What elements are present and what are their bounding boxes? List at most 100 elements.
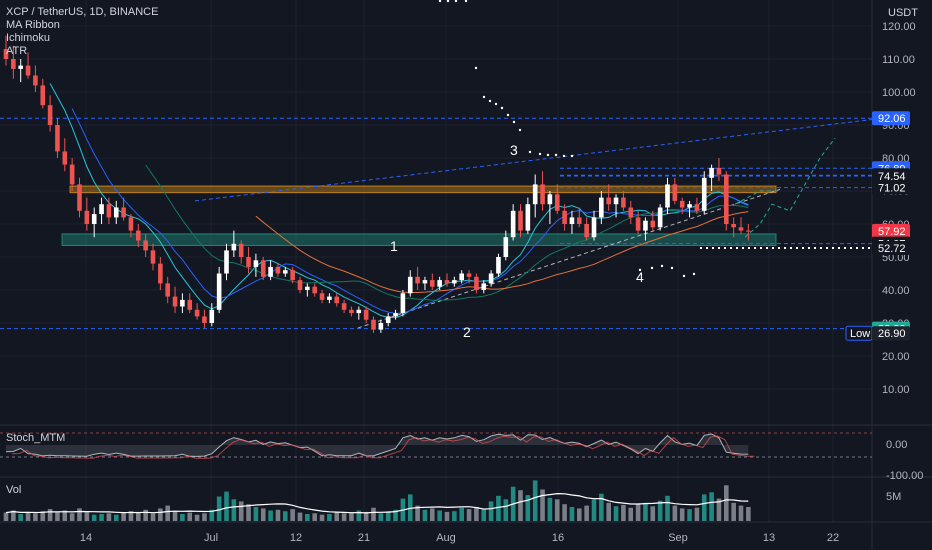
- volume-bar: [525, 495, 531, 521]
- volume-bar: [99, 514, 104, 521]
- candle-body: [25, 65, 31, 76]
- candle-body: [246, 257, 251, 267]
- candle-body: [33, 75, 38, 86]
- candle-body: [569, 217, 575, 224]
- ichimoku-dot: [670, 266, 674, 270]
- candle-body: [18, 65, 23, 69]
- candle-body: [716, 167, 722, 175]
- volume-bar: [385, 511, 391, 521]
- candle-body: [334, 296, 340, 304]
- volume-bar: [584, 505, 589, 521]
- volume-bar: [628, 507, 634, 521]
- candle-body: [393, 313, 398, 317]
- candle-body: [238, 243, 244, 257]
- volume-bar: [481, 509, 487, 521]
- volume-bar: [62, 510, 68, 521]
- candle-body: [158, 263, 163, 284]
- volume-bar: [621, 504, 626, 521]
- indicator-ma-ribbon[interactable]: MA Ribbon: [6, 19, 60, 31]
- volume-bar: [33, 513, 38, 521]
- candle-body: [327, 296, 332, 300]
- ichimoku-dot: [692, 272, 696, 276]
- volume-bar: [591, 499, 597, 521]
- time-tick-label: 22: [827, 532, 839, 544]
- candle-body: [503, 237, 509, 257]
- ichimoku-dot: [500, 106, 504, 110]
- candle-body: [84, 210, 90, 224]
- candle-body: [305, 286, 310, 290]
- candle-body: [738, 227, 744, 231]
- volume-bar: [334, 511, 340, 521]
- ichimoku-dot: [488, 99, 492, 103]
- candle-body: [128, 217, 134, 231]
- volume-bar: [209, 509, 215, 521]
- volume-bar: [312, 513, 317, 521]
- volume-bar: [283, 511, 288, 521]
- volume-bar: [554, 499, 560, 521]
- ichimoku-dot: [446, 0, 450, 3]
- candle-body: [415, 276, 420, 284]
- ma-blue-line: [71, 108, 749, 314]
- volume-bar: [172, 511, 178, 521]
- stoch-tick-label: 0.00: [886, 439, 907, 451]
- indicator-ichimoku[interactable]: Ichimoku: [6, 32, 51, 44]
- price-tick-label: 40.00: [882, 285, 910, 297]
- ichimoku-dot: [682, 274, 686, 278]
- indicator-atr[interactable]: ATR: [6, 45, 28, 57]
- candle-body: [378, 323, 384, 330]
- ma-orange-line: [255, 211, 749, 293]
- chart-legend: XCP / TetherUS, 1D, BINANCE MA Ribbon Ic…: [6, 6, 158, 58]
- ichimoku-dot: [494, 102, 498, 106]
- price-tick-label: 100.00: [882, 87, 916, 99]
- price-tag: [872, 111, 910, 126]
- volume-bar: [69, 513, 75, 521]
- candle-body: [341, 303, 347, 310]
- candle-body: [496, 257, 501, 274]
- volume-bar: [349, 512, 354, 521]
- candle-body: [143, 240, 148, 251]
- volume-bar: [562, 504, 567, 521]
- volume-bar: [246, 504, 251, 521]
- candle-body: [724, 174, 729, 224]
- volume-bar: [657, 500, 663, 521]
- symbol-title[interactable]: XCP / TetherUS, 1D, BINANCE: [6, 6, 159, 18]
- volume-bar: [113, 514, 119, 521]
- candle-body: [400, 293, 406, 314]
- candle-body: [444, 280, 450, 284]
- zone-support: [61, 233, 777, 246]
- volume-bar: [319, 514, 325, 521]
- volume-bar: [459, 507, 464, 521]
- volume-bar: [165, 505, 170, 521]
- candle-body: [474, 276, 479, 290]
- volume-bar: [599, 493, 604, 521]
- volume-bar: [25, 511, 31, 521]
- volume-bar: [77, 508, 82, 521]
- volume-bar: [393, 509, 398, 521]
- candle-body: [187, 299, 193, 310]
- volume-bar: [731, 502, 736, 521]
- ichimoku-dot: [546, 153, 550, 157]
- candle-body: [628, 207, 634, 218]
- volume-bar: [158, 508, 163, 521]
- candle-body: [283, 270, 288, 274]
- volume-pane-label[interactable]: Vol: [6, 484, 22, 496]
- stoch-pane-label[interactable]: Stoch_MTM: [6, 432, 66, 444]
- volume-bar: [672, 505, 678, 521]
- candle-body: [172, 296, 178, 307]
- candle-body: [701, 177, 707, 211]
- volume-bar: [437, 510, 442, 521]
- volume-bar: [474, 507, 479, 521]
- time-tick-label: 12: [290, 532, 302, 544]
- volume-bar: [224, 491, 229, 521]
- candle-body: [62, 151, 68, 165]
- ichimoku-dot: [528, 150, 532, 154]
- ichimoku-dot: [538, 152, 542, 156]
- volume-bar: [540, 489, 545, 521]
- price-tick-label: 120.00: [882, 21, 916, 33]
- volume-bar: [724, 485, 729, 521]
- volume-bar: [238, 501, 244, 521]
- ichimoku-dot: [482, 95, 486, 99]
- volume-bar: [532, 480, 538, 521]
- ichimoku-dot: [464, 0, 468, 3]
